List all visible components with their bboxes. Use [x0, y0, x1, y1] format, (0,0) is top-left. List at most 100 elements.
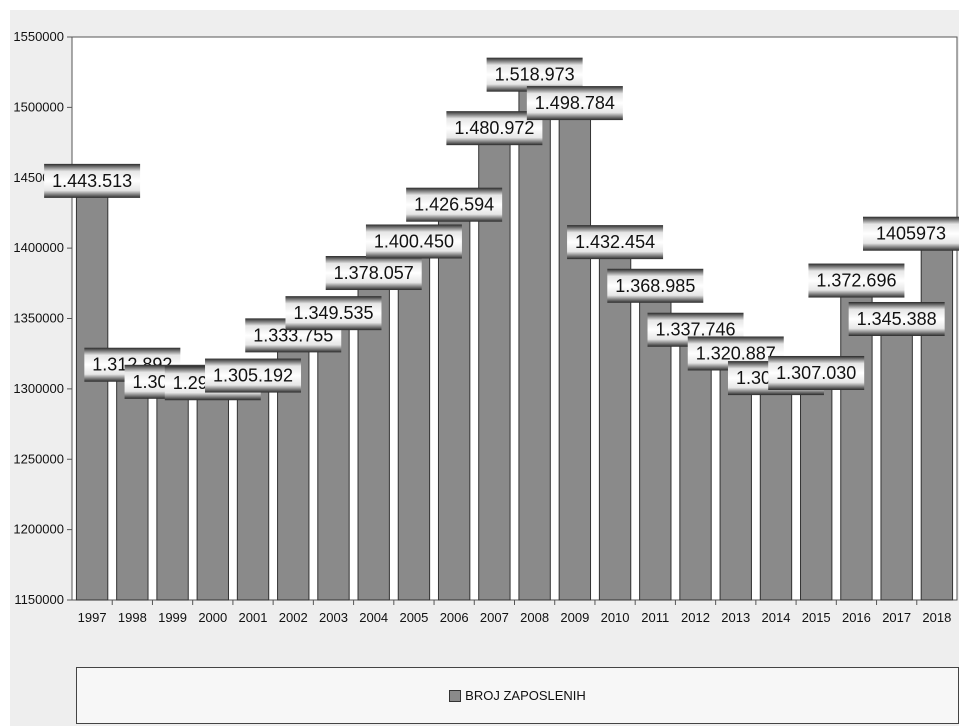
- data-labels: 1.443.5131.312.8921.300.7621.299.7481.30…: [44, 57, 959, 401]
- bar-2016: [840, 286, 873, 601]
- x-tick-label: 2013: [721, 610, 750, 625]
- x-tick-label: 2016: [842, 610, 871, 625]
- bar-2001: [236, 381, 270, 601]
- data-label-text: 1.432.454: [575, 232, 655, 252]
- data-label-text: 1.426.594: [414, 195, 494, 215]
- x-tick-label: 2004: [359, 610, 388, 625]
- data-label-box: [44, 163, 141, 198]
- bar-2012: [679, 335, 712, 601]
- x-tick-label: 2001: [239, 610, 268, 625]
- data-label-text: 1.480.972: [454, 118, 534, 138]
- x-tick-label: 2015: [802, 610, 831, 625]
- bar-1999: [156, 387, 189, 601]
- bar-2018: [920, 239, 954, 601]
- data-label-box: [285, 296, 382, 331]
- data-label-box: [205, 358, 302, 393]
- x-axis: 1997 1998 1999 2000 2001 2002 2003 2004 2005 2006…: [78, 600, 951, 625]
- data-label-2016: 1.372.696: [808, 263, 905, 298]
- data-label-box: [567, 225, 664, 260]
- bar-2009: [558, 108, 592, 601]
- y-tick-label: 1250000: [13, 451, 64, 466]
- x-tick-label: 2017: [882, 610, 911, 625]
- bar-2014: [759, 383, 793, 601]
- y-tick-label: 1500000: [13, 99, 64, 114]
- data-label-text: 1.518.973: [495, 65, 575, 85]
- data-label-2001: 1.305.192: [205, 358, 302, 393]
- x-tick-label: 1999: [158, 610, 187, 625]
- y-tick-label: 1200000: [13, 522, 64, 537]
- data-label-box: [486, 57, 583, 92]
- bar-2017: [880, 324, 913, 601]
- y-tick-label: 1350000: [13, 311, 64, 326]
- data-label-box: [863, 216, 959, 251]
- x-tick-label: 2005: [399, 610, 428, 625]
- x-tick-label: 2012: [681, 610, 710, 625]
- x-tick-label: 2011: [641, 610, 669, 625]
- data-label-text: 1.443.513: [52, 171, 132, 191]
- data-label-text: 1.498.784: [535, 93, 615, 113]
- data-label-text: 1.368.985: [615, 276, 695, 296]
- bar-2013: [719, 358, 752, 601]
- x-tick-label: 1998: [118, 610, 147, 625]
- bar-2008: [518, 80, 551, 601]
- data-label-2007: 1.480.972: [446, 111, 543, 146]
- x-tick-label: 2010: [601, 610, 630, 625]
- legend-label: BROJ ZAPOSLENIH: [465, 688, 586, 703]
- data-label-1997: 1.443.513: [44, 163, 141, 198]
- x-tick-label: 2000: [198, 610, 227, 625]
- data-label-2017: 1.345.388: [848, 301, 945, 336]
- data-label-2018: 1405973: [863, 216, 959, 251]
- bar-2006: [437, 210, 471, 601]
- data-label-2006: 1.426.594: [406, 187, 503, 222]
- x-tick-label: 2009: [560, 610, 589, 625]
- y-tick-label: 1400000: [13, 240, 64, 255]
- y-tick-label: 1300000: [13, 381, 64, 396]
- data-label-box: [406, 187, 503, 222]
- bar-2005: [397, 246, 431, 601]
- data-label-text: 1.305.192: [213, 366, 293, 386]
- data-label-box: [848, 301, 945, 336]
- bar-chart: 1150000 1200000 1250000 1300000 1350000 14000…: [13, 29, 959, 625]
- data-label-text: 1.333.755: [253, 325, 333, 345]
- data-label-box: [607, 268, 704, 303]
- data-label-box: [768, 355, 865, 390]
- bar-2000: [196, 388, 229, 601]
- y-tick-label: 1150000: [14, 592, 64, 607]
- data-label-2012: 1.337.746: [647, 312, 744, 347]
- x-tick-label: 2008: [520, 610, 549, 625]
- x-tick-label: 2018: [922, 610, 951, 625]
- x-tick-label: 2006: [440, 610, 469, 625]
- x-tick-label: 2003: [319, 610, 348, 625]
- legend-swatch: [449, 689, 462, 702]
- data-label-box: [365, 224, 462, 259]
- data-label-2011: 1.368.985: [607, 268, 704, 303]
- y-axis: 1150000 1200000 1250000 1300000 1350000 14000…: [13, 29, 72, 607]
- bar-1997: [75, 186, 109, 601]
- x-tick-label: 2002: [279, 610, 308, 625]
- bar-2003: [317, 318, 350, 601]
- data-label-2015: 1.307.030: [768, 355, 865, 390]
- data-label-box: [808, 263, 905, 298]
- data-label-text: 1.307.030: [776, 363, 856, 383]
- data-label-box: [526, 86, 623, 121]
- data-label-text: 1.372.696: [816, 271, 896, 291]
- data-label-text: 1.345.388: [857, 309, 937, 329]
- x-tick-label: 1997: [78, 610, 107, 625]
- data-label-2009: 1.498.784: [526, 86, 623, 121]
- data-label-text: 1.320.887: [696, 343, 776, 363]
- bar-2004: [357, 278, 390, 601]
- data-label-text: 1.400.450: [374, 231, 454, 251]
- y-tick-label: 1550000: [13, 29, 64, 44]
- data-label-box: [325, 256, 422, 291]
- chart-frame: 1150000 1200000 1250000 1300000 1350000 14000…: [10, 10, 959, 726]
- data-label-2008: 1.518.973: [486, 57, 583, 92]
- x-tick-label: 2014: [762, 610, 791, 625]
- bar-2010: [598, 247, 632, 601]
- data-label-2010: 1.432.454: [567, 225, 664, 260]
- legend: BROJ ZAPOSLENIH: [76, 667, 959, 724]
- data-label-2005: 1.400.450: [365, 224, 462, 259]
- data-label-text: 1.378.057: [334, 263, 414, 283]
- data-label-2004: 1.378.057: [325, 256, 422, 291]
- bar-1998: [116, 370, 149, 601]
- data-label-2003: 1.349.535: [285, 296, 382, 331]
